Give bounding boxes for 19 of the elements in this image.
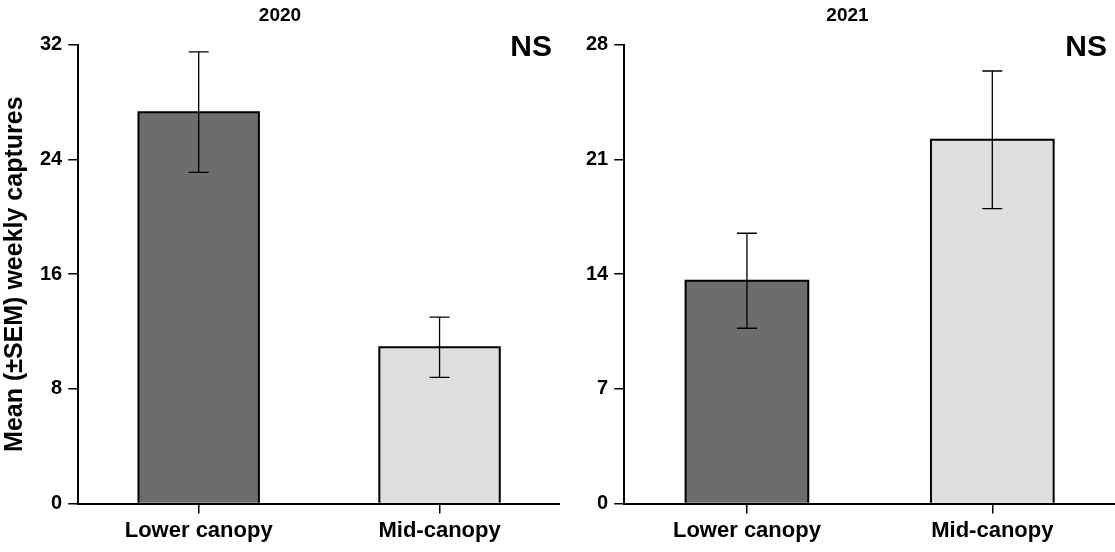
x-tick-label: Mid-canopy	[378, 516, 502, 542]
y-tick-label: 7	[597, 376, 609, 399]
y-axis-title: Mean (±SEM) weekly captures	[0, 96, 27, 452]
y-tick-label: 32	[40, 32, 63, 55]
x-tick-label: Mid-canopy	[931, 516, 1055, 542]
y-tick-label: 14	[586, 261, 610, 284]
y-tick-label: 8	[51, 376, 63, 399]
chart-title: 2020	[258, 3, 302, 25]
annotation: NS	[1065, 29, 1107, 63]
y-tick-label: 28	[586, 32, 609, 55]
x-tick-label: Lower canopy	[672, 516, 822, 542]
chart-title: 2021	[826, 3, 870, 25]
y-tick-label: 0	[51, 491, 63, 514]
y-tick-label: 21	[586, 147, 609, 170]
x-tick-label: Lower canopy	[124, 516, 274, 542]
y-tick-label: 0	[597, 491, 609, 514]
y-tick-label: 24	[40, 147, 64, 170]
y-tick-label: 16	[40, 261, 63, 284]
annotation: NS	[510, 29, 552, 63]
